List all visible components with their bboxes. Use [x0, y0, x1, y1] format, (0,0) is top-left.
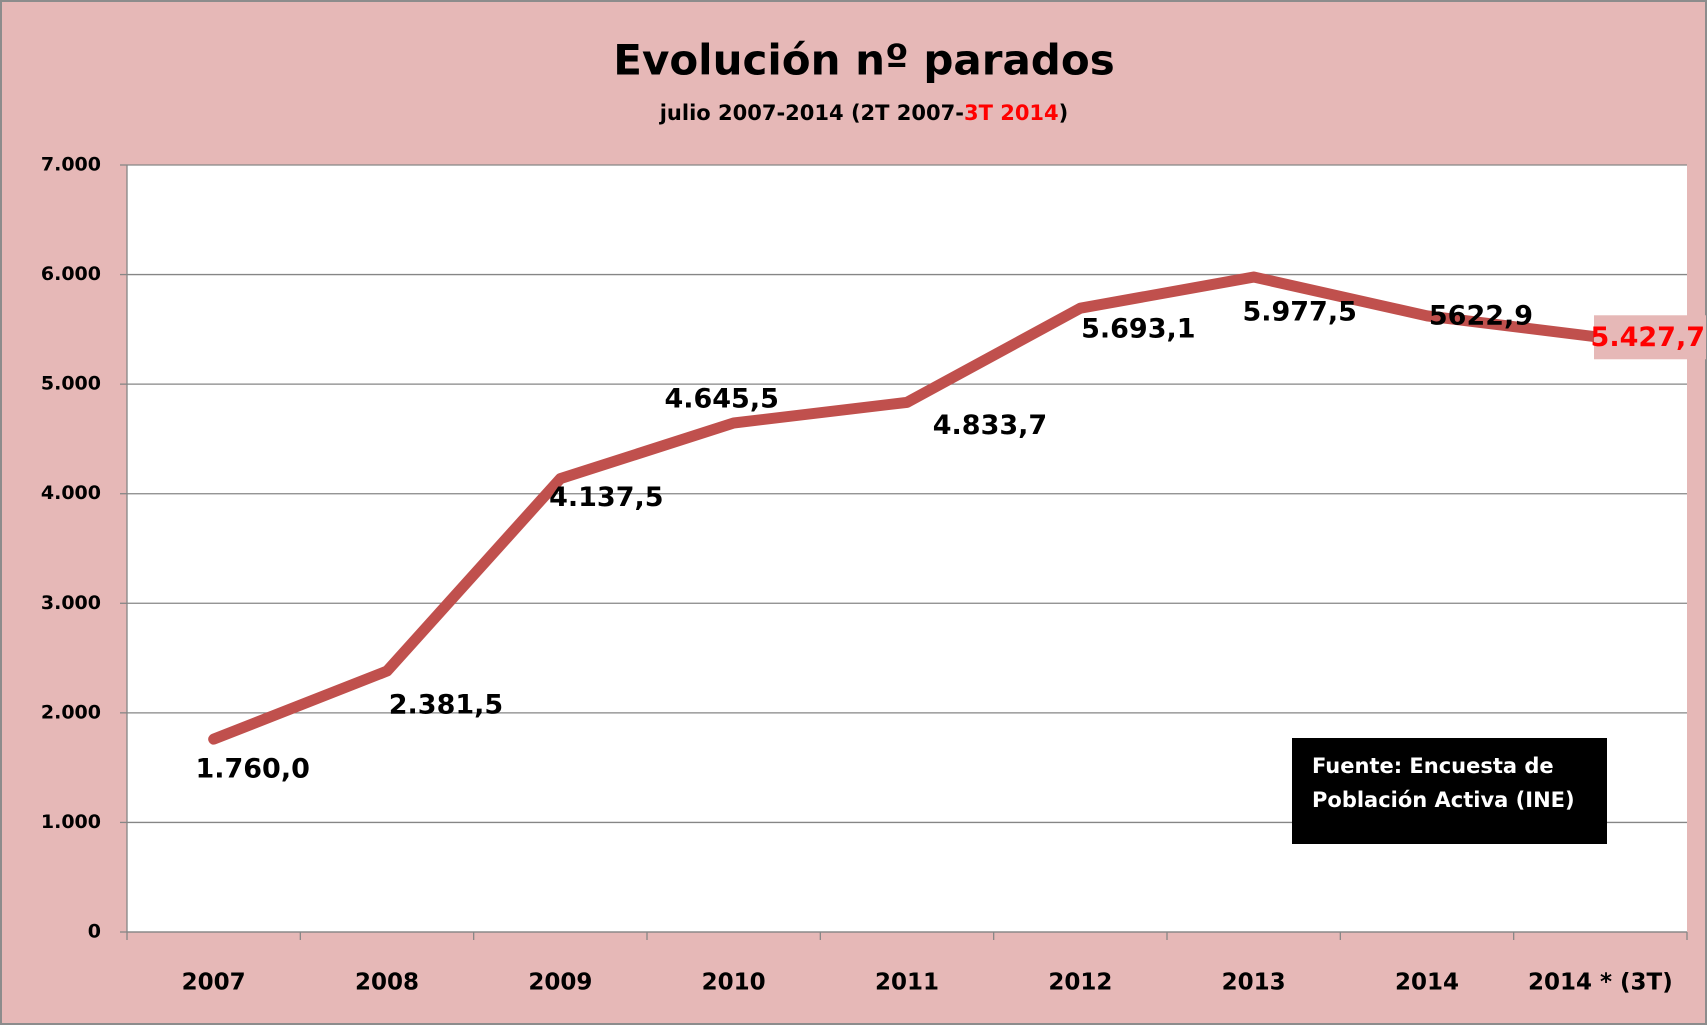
x-tick-label: 2010 [702, 970, 766, 996]
y-tick-label: 4.000 [41, 482, 101, 504]
label-background [1594, 315, 1706, 360]
data-label: 5.693,1 [1081, 314, 1195, 345]
x-tick-label: 2013 [1222, 970, 1286, 996]
x-tick-label: 2014 * (3T) [1528, 970, 1673, 996]
subtitle-part: ) [1059, 101, 1069, 125]
y-tick-label: 3.000 [41, 592, 101, 614]
data-label: 5.977,5 [1242, 297, 1356, 328]
data-label: 4.137,5 [549, 482, 663, 513]
x-tick-label: 2008 [355, 970, 419, 996]
annotation-text: Población Activa (INE) [1312, 788, 1575, 812]
subtitle-part: julio 2007-2014 (2T 2007- [659, 101, 964, 125]
data-label: 5622,9 [1429, 300, 1533, 331]
data-label: 2.381,5 [389, 690, 503, 721]
y-tick-label: 1.000 [41, 811, 101, 833]
y-tick-label: 5.000 [41, 373, 101, 395]
data-label: 4.833,7 [933, 410, 1047, 441]
subtitle-part: 3T 2014 [964, 101, 1059, 125]
y-tick-label: 7.000 [41, 154, 101, 176]
data-label: 4.645,5 [664, 383, 778, 414]
x-tick-label: 2009 [528, 970, 592, 996]
x-tick-label: 2012 [1048, 970, 1112, 996]
data-label: 1.760,0 [195, 754, 309, 785]
chart-subtitle: julio 2007-2014 (2T 2007-3T 2014) [659, 101, 1069, 125]
annotation-text: Fuente: Encuesta de [1312, 754, 1554, 778]
y-tick-label: 2.000 [41, 701, 101, 723]
chart-title: Evolución nº parados [613, 36, 1114, 85]
x-tick-label: 2011 [875, 970, 939, 996]
y-tick-label: 6.000 [41, 263, 101, 285]
y-tick-label: 0 [88, 921, 101, 943]
data-label: 5.427,7 [1591, 322, 1705, 353]
annotation-box [1292, 738, 1607, 844]
data-line [208, 271, 1606, 745]
x-tick-label: 2014 [1395, 970, 1459, 996]
x-tick-label: 2007 [182, 970, 246, 996]
